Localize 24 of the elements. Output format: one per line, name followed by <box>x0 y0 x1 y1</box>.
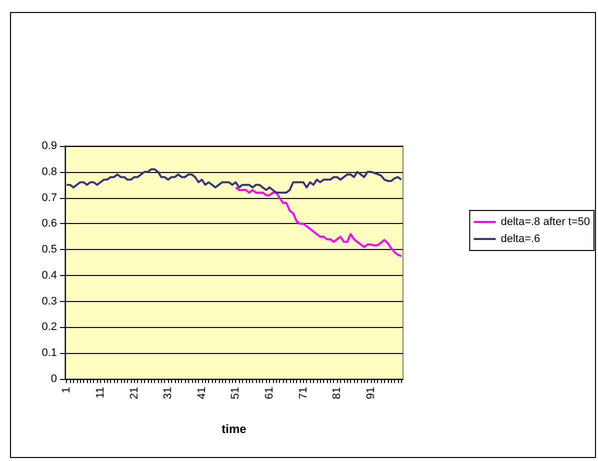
x-tick-label: 31 <box>162 387 174 400</box>
x-tick-label: 1 <box>60 387 73 394</box>
y-tick-label: 0.9 <box>42 140 57 152</box>
x-tick-label: 41 <box>196 387 208 400</box>
x-tick-label: 91 <box>364 387 377 400</box>
x-tick-label: 21 <box>128 387 140 400</box>
x-tick-label: 61 <box>263 387 276 400</box>
legend-label: delta=.6 <box>500 233 540 245</box>
y-tick-label: 0.2 <box>42 321 57 334</box>
x-tick-label: 51 <box>230 387 242 400</box>
y-tick-label: 0.6 <box>42 218 57 230</box>
y-tick-label: 0 <box>50 373 57 385</box>
x-tick-label: 11 <box>94 387 106 398</box>
y-tick-label: 0.5 <box>42 244 57 256</box>
y-tick-label: 0.4 <box>42 269 57 282</box>
y-tick-label: 0.3 <box>42 295 57 308</box>
legend-label: delta=.8 after t=50 <box>500 216 590 228</box>
line-series <box>234 186 402 258</box>
y-tick-label: 0.7 <box>42 192 57 204</box>
x-tick-label: 81 <box>331 387 344 400</box>
x-axis-title: time <box>222 422 247 436</box>
y-tick-label: 0.8 <box>42 166 57 178</box>
x-tick-label: 71 <box>297 387 310 400</box>
y-tick-label: 0.1 <box>42 347 57 360</box>
